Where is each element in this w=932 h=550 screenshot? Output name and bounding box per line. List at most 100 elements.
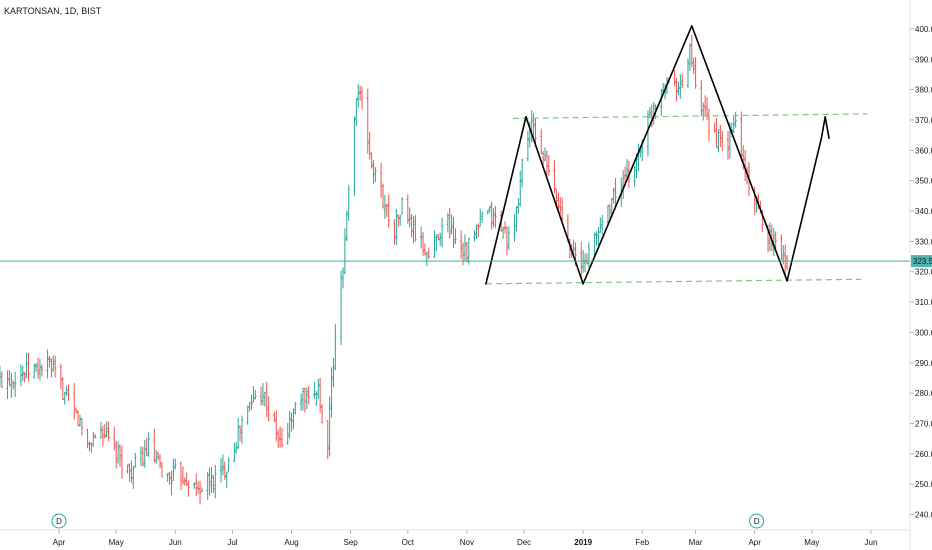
ohlc-bar: [261, 383, 265, 406]
ohlc-bar: [94, 434, 97, 439]
price-axis[interactable]: 240.0 250.0 260.0 270.0 280.0 290.0 300.0 310.0…: [910, 25, 932, 520]
ohlc-bar: [78, 414, 82, 427]
y-tick-label: 260.0: [915, 450, 932, 459]
ohlc-bar: [673, 69, 676, 87]
y-tick-label: 360.0: [915, 146, 932, 155]
arrow-head-left[interactable]: [820, 116, 827, 139]
ohlc-bar: [366, 88, 369, 154]
zigzag-leg-5[interactable]: [786, 137, 823, 282]
ohlc-bar: [0, 371, 4, 388]
ohlc-bar: [780, 234, 783, 261]
zigzag-leg-4[interactable]: [690, 25, 788, 282]
x-tick-label: Feb: [635, 538, 649, 547]
ohlc-bar: [534, 117, 537, 147]
ohlc-bar: [67, 384, 70, 402]
ohlc-bar: [343, 228, 347, 275]
ohlc-bar: [490, 201, 493, 230]
support-level[interactable]: [485, 278, 862, 285]
ohlc-bar: [681, 73, 684, 89]
x-tick-label: Aug: [284, 538, 298, 547]
zigzag-leg-3[interactable]: [582, 25, 693, 285]
ohlc-bar: [532, 113, 535, 138]
dividend-marker[interactable]: D: [51, 513, 67, 529]
ohlc-bar: [73, 383, 76, 420]
ohlc-bar: [515, 206, 518, 232]
time-axis[interactable]: Apr May Jun Jul Aug Sep Oct Nov Dec 2019 Feb Mar Apr…: [53, 530, 878, 547]
ohlc-bar: [326, 420, 329, 460]
ohlc-bar: [450, 214, 453, 235]
ohlc-bar: [219, 457, 223, 483]
y-tick-label: 270.0: [915, 419, 932, 428]
ohlc-bar: [560, 197, 564, 222]
ohlc-bar: [132, 466, 135, 489]
ohlc-bar: [126, 464, 129, 474]
last-price-tag: [911, 255, 932, 268]
ohlc-bar: [143, 439, 146, 468]
ohlc-bar: [387, 194, 390, 228]
ohlc-bar: [195, 473, 198, 497]
ohlc-bar: [50, 358, 53, 378]
ohlc-bar: [700, 80, 703, 117]
ohlc-bar: [181, 466, 185, 485]
ohlc-bar: [648, 107, 652, 119]
ohlc-bar: [168, 472, 171, 485]
dividend-label: D: [754, 517, 760, 526]
ohlc-bar: [341, 267, 345, 289]
ohlc-bar: [198, 480, 202, 505]
ohlc-bar: [118, 444, 122, 467]
ohlc-bar: [332, 357, 335, 388]
arrow-head-right[interactable]: [824, 116, 830, 139]
ohlc-bar: [212, 475, 215, 493]
ohlc-bar: [358, 85, 362, 101]
ohlc-bar: [141, 446, 145, 467]
zigzag-leg-2[interactable]: [525, 116, 584, 285]
ohlc-bar: [80, 418, 84, 436]
ohlc-bar: [307, 385, 310, 405]
ohlc-bar: [355, 98, 358, 127]
ohlc-bar: [252, 386, 255, 403]
ohlc-bar: [553, 160, 556, 194]
ohlc-bar: [214, 464, 217, 499]
ohlc-bar: [677, 81, 680, 96]
ohlc-bar: [715, 118, 718, 148]
ohlc-bar: [13, 371, 17, 397]
ohlc-bar: [263, 391, 267, 407]
ohlc-bar: [290, 412, 293, 432]
resistance-level[interactable]: [512, 113, 868, 120]
ohlc-bar: [427, 247, 430, 259]
x-tick-label: Jun: [865, 538, 878, 547]
ohlc-bar: [158, 454, 162, 469]
ohlc-bar: [19, 364, 23, 387]
ohlc-bar: [692, 57, 695, 75]
ohlc-bar: [541, 150, 545, 165]
ohlc-bar: [235, 441, 238, 454]
ohlc-bar: [412, 216, 415, 244]
ohlc-bar: [381, 183, 385, 209]
ohlc-bar: [265, 382, 268, 418]
ohlc-bar: [726, 131, 730, 160]
x-tick-label: Sep: [344, 538, 359, 547]
ohlc-bar: [694, 57, 697, 89]
y-tick-label: 280.0: [915, 389, 932, 398]
ohlc-bar: [686, 58, 690, 89]
ohlc-bar: [172, 458, 175, 482]
x-tick-label: Nov: [460, 538, 474, 547]
last-price-label: 323.5: [911, 255, 932, 268]
ohlc-bar: [227, 457, 230, 472]
ohlc-bar: [545, 150, 549, 175]
ohlc-bar: [273, 411, 276, 422]
ohlc-bar: [435, 234, 438, 251]
ohlc-bar: [317, 378, 320, 399]
ohlc-bar: [374, 167, 377, 183]
ohlc-bar: [286, 422, 289, 445]
ohlc-bar: [38, 358, 42, 381]
dividend-label: D: [56, 517, 62, 526]
dividend-marker[interactable]: D: [749, 513, 765, 529]
ohlc-bar: [288, 410, 291, 439]
last-price-value: 323.5: [913, 257, 932, 266]
x-tick-label: Oct: [402, 538, 415, 547]
ohlc-bar: [419, 226, 423, 249]
y-tick-label: 290.0: [915, 359, 932, 368]
zigzag-leg-1[interactable]: [485, 116, 527, 285]
